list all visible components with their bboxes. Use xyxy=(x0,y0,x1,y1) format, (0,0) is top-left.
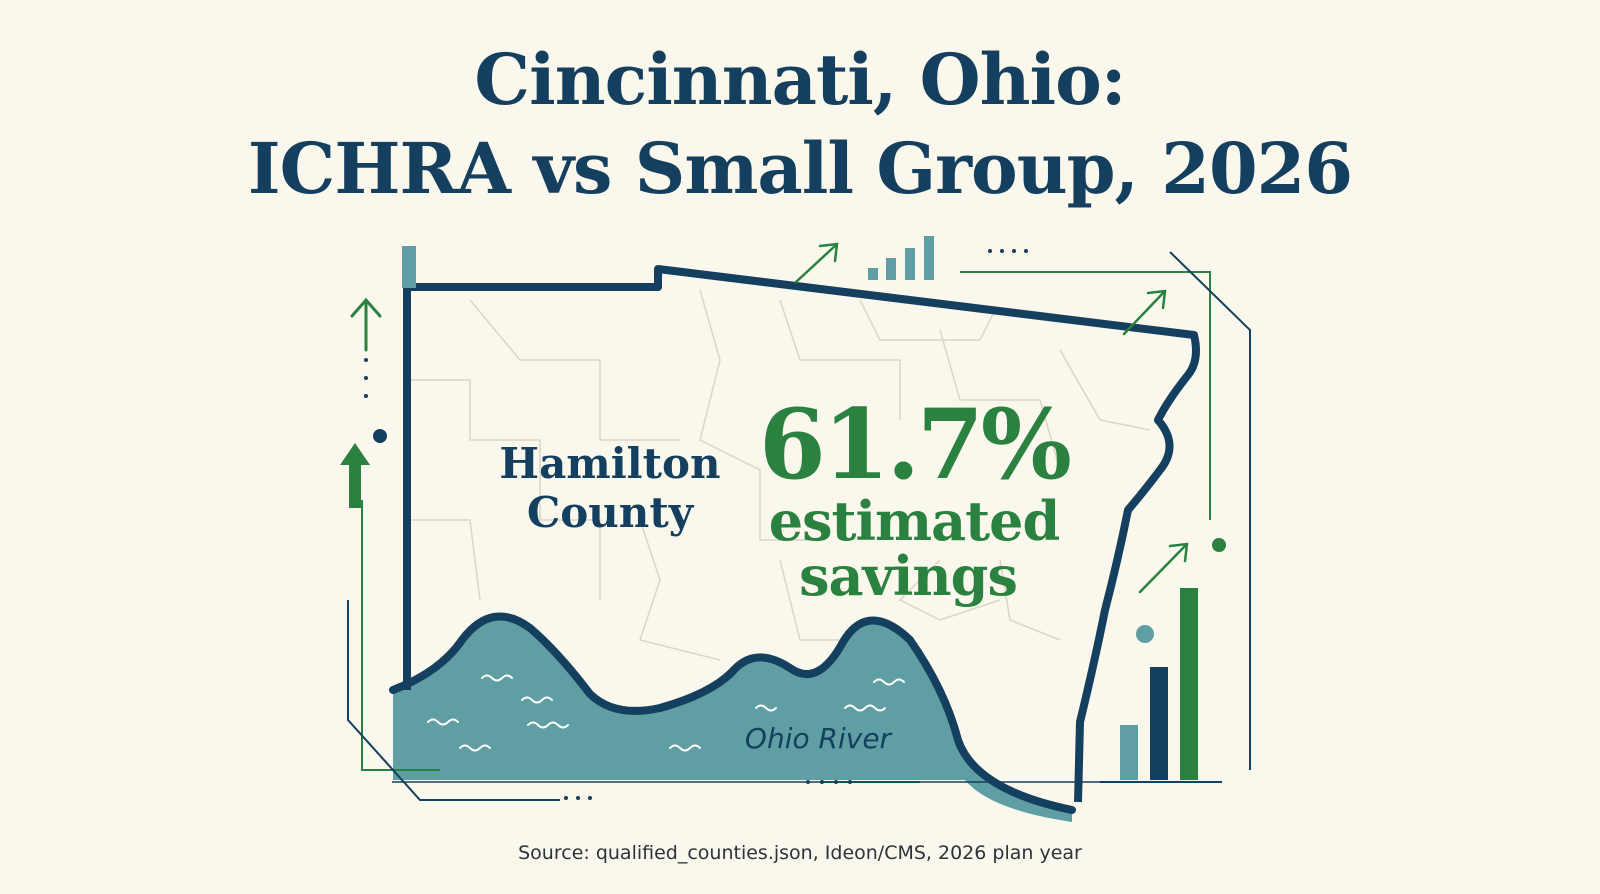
page-title-line-2: ICHRA vs Small Group, 2026 xyxy=(247,127,1353,210)
dotted-accents xyxy=(364,249,1226,800)
river-bank-line xyxy=(389,612,1076,814)
bar-chart-icon xyxy=(868,236,1198,780)
river-label: Ohio River xyxy=(745,722,893,755)
internal-boundaries xyxy=(403,289,1151,701)
source-note: Source: qualified_counties.json, Ideon/C… xyxy=(518,842,1082,864)
county-name-line-1: Hamilton xyxy=(499,439,720,488)
ohio-river xyxy=(393,616,1072,822)
decorative-frame xyxy=(347,246,1251,801)
savings-label-line-2: savings xyxy=(799,544,1017,608)
savings-value: 61.7% xyxy=(759,388,1070,501)
county-outline xyxy=(403,265,1200,803)
arrow-up-icon xyxy=(340,297,382,508)
trend-arrow-icon xyxy=(794,242,1189,594)
savings-label-line-1: estimated xyxy=(769,489,1060,553)
page-title-line-1: Cincinnati, Ohio: xyxy=(474,38,1126,121)
county-name-line-2: County xyxy=(527,488,695,537)
wave-icon xyxy=(427,674,905,752)
